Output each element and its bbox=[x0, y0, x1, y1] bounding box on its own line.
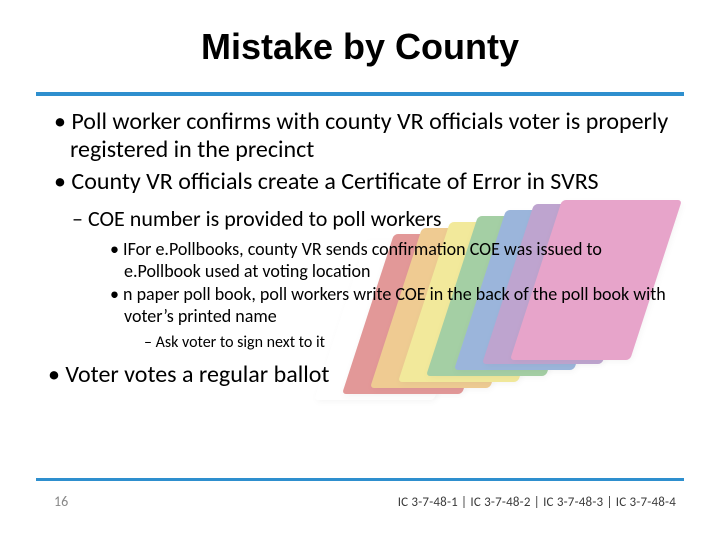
bullet-l1: Voter votes a regular ballot bbox=[48, 361, 676, 389]
bullet-l2: COE number is provided to poll workers bbox=[72, 205, 676, 233]
bullet-l1: County VR officials create a Certificate… bbox=[48, 168, 676, 196]
slide: Mistake by County Poll worker confirms w… bbox=[0, 0, 720, 540]
bullet-l3: IFor e.Pollbooks, county VR sends confir… bbox=[110, 239, 676, 282]
divider-bottom bbox=[36, 478, 684, 481]
bullet-l1: Poll worker confirms with county VR offi… bbox=[48, 108, 676, 164]
content-body: Poll worker confirms with county VR offi… bbox=[48, 108, 676, 393]
page-number: 16 bbox=[54, 493, 68, 510]
bullet-l4: Ask voter to sign next to it bbox=[144, 333, 676, 353]
bullet-l3: n paper poll book, poll workers write CO… bbox=[110, 284, 676, 327]
slide-title: Mistake by County bbox=[0, 26, 720, 68]
divider-top bbox=[36, 92, 684, 96]
citation-line: IC 3-7-48-1 | IC 3-7-48-2 | IC 3-7-48-3 … bbox=[398, 495, 676, 510]
